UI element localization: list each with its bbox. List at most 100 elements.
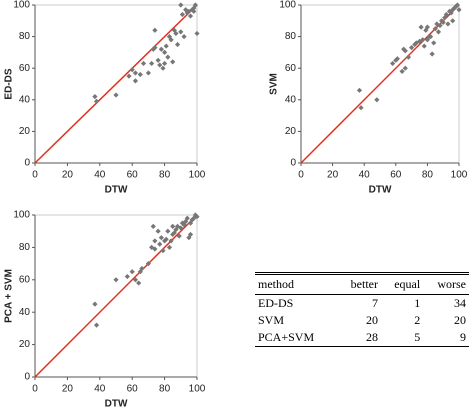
point: [168, 37, 174, 43]
point: [420, 37, 426, 43]
point: [93, 322, 100, 328]
y-tick-label: 80: [285, 31, 297, 42]
y-tick-label: 40: [19, 94, 31, 105]
x-tick-label: 80: [159, 170, 171, 181]
point: [427, 34, 434, 40]
point: [174, 41, 181, 48]
header-cell: equal: [380, 272, 424, 295]
x-tick-label: 0: [32, 384, 38, 395]
point: [435, 29, 442, 35]
x-tick-label: 100: [189, 170, 206, 181]
point: [168, 238, 174, 244]
y-axis-title: ED-DS: [4, 68, 15, 99]
cell: 1: [414, 296, 421, 310]
point: [394, 56, 400, 62]
y-axis-title: PCA + SVM: [4, 269, 15, 323]
point: [132, 78, 139, 84]
point: [162, 49, 168, 55]
point: [179, 11, 186, 18]
x-tick-label: 40: [94, 384, 106, 395]
cell: 20: [454, 313, 466, 327]
point: [160, 248, 166, 254]
cell: ED-DS: [258, 296, 294, 310]
x-tick-label: 40: [94, 170, 106, 181]
x-tick-label: 60: [127, 170, 139, 181]
cell: PCA+SVM: [255, 329, 337, 347]
x-tick-label: 40: [359, 170, 371, 181]
point: [374, 97, 380, 103]
point: [136, 280, 142, 286]
x-axis-title: DTW: [369, 185, 392, 196]
cell: 2: [414, 313, 421, 327]
point: [173, 30, 179, 37]
point: [165, 54, 171, 60]
results-table: method better equal worse ED-DS 7 1 34 SVM 20 2 20…: [255, 272, 469, 347]
table-row: PCA+SVM 28 5 9: [255, 329, 469, 347]
point: [113, 92, 119, 98]
point: [442, 15, 448, 21]
point: [150, 223, 156, 229]
cell: 5: [380, 329, 424, 347]
point: [166, 244, 173, 250]
point: [187, 231, 194, 238]
diagonal: [34, 214, 198, 378]
point: [431, 40, 437, 46]
table-body: ED-DS 7 1 34 SVM 20 2 20 PCA+SVM 28 5 9: [255, 295, 469, 347]
point: [358, 105, 364, 111]
x-tick-label: 20: [62, 170, 74, 181]
y-tick-label: 20: [19, 126, 31, 137]
point: [145, 261, 151, 267]
point: [155, 228, 161, 234]
y-tick-label: 80: [19, 242, 31, 253]
point: [165, 228, 171, 234]
x-tick-label: 0: [32, 170, 38, 181]
point: [155, 57, 161, 63]
x-axis-title: DTW: [105, 399, 128, 408]
header-cell: method: [255, 272, 337, 295]
diagonal: [300, 4, 460, 164]
y-tick-label: 100: [279, 0, 296, 11]
point: [192, 2, 198, 8]
point: [126, 73, 132, 79]
point: [124, 273, 130, 280]
y-tick-label: 40: [19, 307, 31, 318]
point: [157, 62, 163, 68]
y-tick-label: 60: [19, 274, 31, 285]
point: [454, 2, 461, 8]
point: [446, 8, 453, 14]
x-tick-label: 100: [451, 170, 468, 181]
point: [92, 94, 98, 100]
point: [187, 13, 194, 19]
point: [170, 59, 176, 65]
cell: 20: [365, 313, 378, 327]
point: [152, 246, 158, 252]
point: [421, 43, 427, 49]
x-tick-label: 60: [390, 170, 402, 181]
cell: 7: [371, 296, 378, 310]
point: [405, 54, 412, 60]
y-tick-label: 20: [19, 339, 31, 350]
table-row: ED-DS 7 1 34: [255, 295, 469, 313]
point: [432, 26, 438, 32]
y-tick-label: 80: [19, 31, 31, 42]
point: [456, 7, 462, 13]
point: [149, 60, 155, 67]
point: [450, 18, 456, 24]
point: [424, 24, 430, 30]
point: [443, 11, 449, 18]
point: [113, 277, 119, 283]
y-tick-label: 60: [19, 63, 31, 74]
point: [399, 68, 405, 74]
point: [150, 46, 156, 52]
point: [424, 37, 430, 43]
point: [163, 236, 169, 242]
point: [129, 269, 135, 275]
x-tick-label: 0: [298, 170, 304, 181]
point: [145, 70, 151, 76]
cell: 34: [454, 296, 466, 310]
point: [132, 70, 139, 76]
header-cell: worse: [423, 272, 469, 295]
point: [170, 223, 176, 229]
